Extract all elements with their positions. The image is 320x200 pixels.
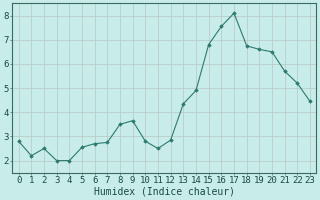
X-axis label: Humidex (Indice chaleur): Humidex (Indice chaleur) (94, 187, 235, 197)
